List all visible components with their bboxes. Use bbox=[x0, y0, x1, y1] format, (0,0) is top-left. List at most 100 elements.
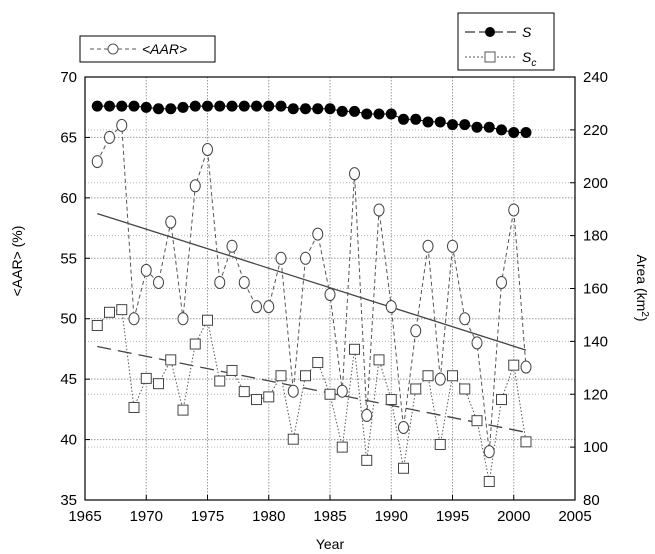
point-aar bbox=[508, 203, 520, 217]
point-s bbox=[177, 101, 189, 113]
y-right-tick-label: 120 bbox=[583, 386, 608, 403]
point-aar bbox=[496, 275, 507, 289]
x-axis-title: Year bbox=[316, 536, 345, 552]
y-right-tick-label: 180 bbox=[583, 228, 608, 245]
point-sc bbox=[410, 383, 422, 395]
point-aar bbox=[312, 227, 324, 241]
point-aar bbox=[349, 167, 360, 181]
y-right-tick-label: 220 bbox=[583, 122, 608, 139]
point-sc bbox=[251, 394, 262, 406]
point-aar bbox=[483, 445, 495, 459]
point-sc bbox=[508, 359, 520, 371]
point-sc bbox=[373, 354, 385, 366]
x-tick-label: 1965 bbox=[68, 508, 101, 525]
point-sc bbox=[483, 475, 495, 487]
point-aar bbox=[226, 239, 238, 253]
point-s bbox=[434, 116, 446, 128]
y-right-tick-label: 240 bbox=[583, 69, 608, 86]
point-aar bbox=[177, 312, 189, 326]
point-sc bbox=[165, 354, 177, 366]
point-sc bbox=[275, 370, 287, 382]
point-sc bbox=[312, 357, 324, 369]
point-aar bbox=[434, 372, 446, 386]
y-left-tick-label: 70 bbox=[60, 69, 77, 86]
point-s bbox=[471, 121, 483, 133]
point-s bbox=[398, 113, 409, 125]
point-s bbox=[226, 100, 238, 112]
point-aar bbox=[104, 130, 115, 144]
point-aar bbox=[361, 408, 373, 422]
point-aar bbox=[153, 275, 164, 289]
x-tick-label: 2000 bbox=[497, 508, 530, 525]
point-sc bbox=[128, 401, 140, 413]
point-sc bbox=[520, 436, 532, 448]
point-sc bbox=[177, 404, 189, 416]
point-s bbox=[520, 127, 532, 139]
y-right-tick-label: 80 bbox=[583, 492, 600, 509]
legend-sc-subscript: c bbox=[531, 58, 536, 69]
point-aar bbox=[398, 420, 409, 434]
y-left-tick-label: 65 bbox=[60, 129, 77, 146]
point-sc bbox=[238, 386, 250, 398]
y-left-tick-label: 45 bbox=[60, 371, 77, 388]
point-aar bbox=[459, 312, 471, 326]
point-sc bbox=[336, 441, 348, 453]
point-aar bbox=[140, 263, 152, 277]
point-aar bbox=[447, 239, 458, 253]
point-aar bbox=[263, 300, 275, 314]
point-aar bbox=[251, 300, 262, 314]
legend-s-label: S bbox=[522, 24, 532, 40]
point-s bbox=[116, 100, 128, 112]
legend-s-marker bbox=[485, 27, 495, 37]
y-right-axis-title: Area (km2) bbox=[634, 254, 650, 321]
point-s bbox=[251, 100, 262, 112]
x-tick-label: 1980 bbox=[252, 508, 285, 525]
point-sc bbox=[496, 394, 507, 406]
point-s bbox=[373, 108, 385, 120]
legend-aar-label: <AAR> bbox=[142, 41, 187, 57]
point-sc bbox=[263, 391, 275, 403]
point-sc bbox=[398, 462, 409, 474]
point-aar bbox=[116, 118, 128, 132]
point-sc bbox=[202, 314, 213, 326]
point-sc bbox=[214, 375, 226, 387]
y-right-tick-label: 100 bbox=[583, 439, 608, 456]
point-s bbox=[349, 105, 360, 117]
point-sc bbox=[385, 394, 397, 406]
y-left-tick-label: 60 bbox=[60, 190, 77, 207]
point-s bbox=[128, 100, 140, 112]
legend-sc-marker bbox=[484, 51, 496, 63]
point-s bbox=[263, 100, 275, 112]
svg-text:Sc: Sc bbox=[522, 49, 536, 69]
point-sc bbox=[324, 388, 336, 400]
point-sc bbox=[153, 378, 164, 390]
point-aar bbox=[520, 360, 532, 374]
point-s bbox=[287, 103, 299, 115]
legend-sc-label: S bbox=[522, 49, 532, 65]
point-aar bbox=[165, 215, 177, 229]
point-aar bbox=[189, 179, 201, 193]
point-aar bbox=[128, 312, 140, 326]
point-sc bbox=[189, 338, 201, 350]
y-left-axis-title: <AAR> (%) bbox=[9, 226, 25, 297]
point-s bbox=[361, 108, 373, 120]
y-right-axis-title-sup: 2 bbox=[639, 311, 650, 317]
point-aar bbox=[471, 336, 483, 350]
point-s bbox=[165, 103, 177, 115]
point-sc bbox=[447, 370, 458, 382]
y-right-tick-label: 160 bbox=[583, 281, 608, 298]
point-s bbox=[214, 100, 226, 112]
x-tick-label: 1985 bbox=[313, 508, 346, 525]
point-aar bbox=[336, 384, 348, 398]
point-aar bbox=[385, 300, 397, 314]
point-aar bbox=[422, 239, 434, 253]
point-s bbox=[496, 124, 507, 136]
point-s bbox=[153, 103, 164, 115]
point-sc bbox=[287, 433, 299, 445]
data-markers bbox=[91, 100, 532, 487]
legend-aar-marker bbox=[107, 43, 119, 55]
point-sc bbox=[361, 454, 373, 466]
x-tick-label: 1995 bbox=[436, 508, 469, 525]
point-s bbox=[300, 103, 311, 115]
y-right-tick-label: 140 bbox=[583, 333, 608, 350]
